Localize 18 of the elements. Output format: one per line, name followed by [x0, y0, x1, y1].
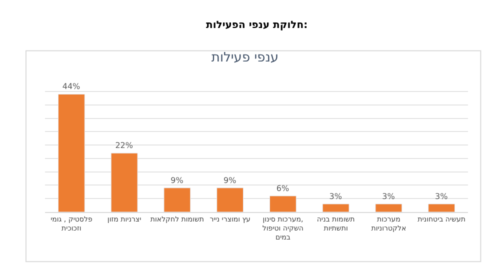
bar — [322, 204, 350, 212]
data-label: 9% — [170, 176, 184, 185]
bar — [269, 196, 296, 212]
data-label: 9% — [224, 176, 237, 185]
bar — [428, 204, 456, 212]
data-label: 22% — [115, 141, 134, 150]
data-label: 44% — [62, 82, 81, 92]
bar — [58, 94, 85, 212]
data-label: 3% — [435, 192, 448, 201]
bar — [110, 152, 138, 212]
chart-title: ענפי פעילות — [211, 50, 279, 66]
data-label: 3% — [329, 192, 342, 201]
data-label: 6% — [276, 184, 290, 193]
text: חלוקת ענפי הפעילות: — [206, 20, 308, 31]
bar — [375, 204, 402, 212]
bar — [164, 188, 191, 212]
bar — [216, 188, 244, 212]
data-label: 3% — [382, 192, 396, 201]
